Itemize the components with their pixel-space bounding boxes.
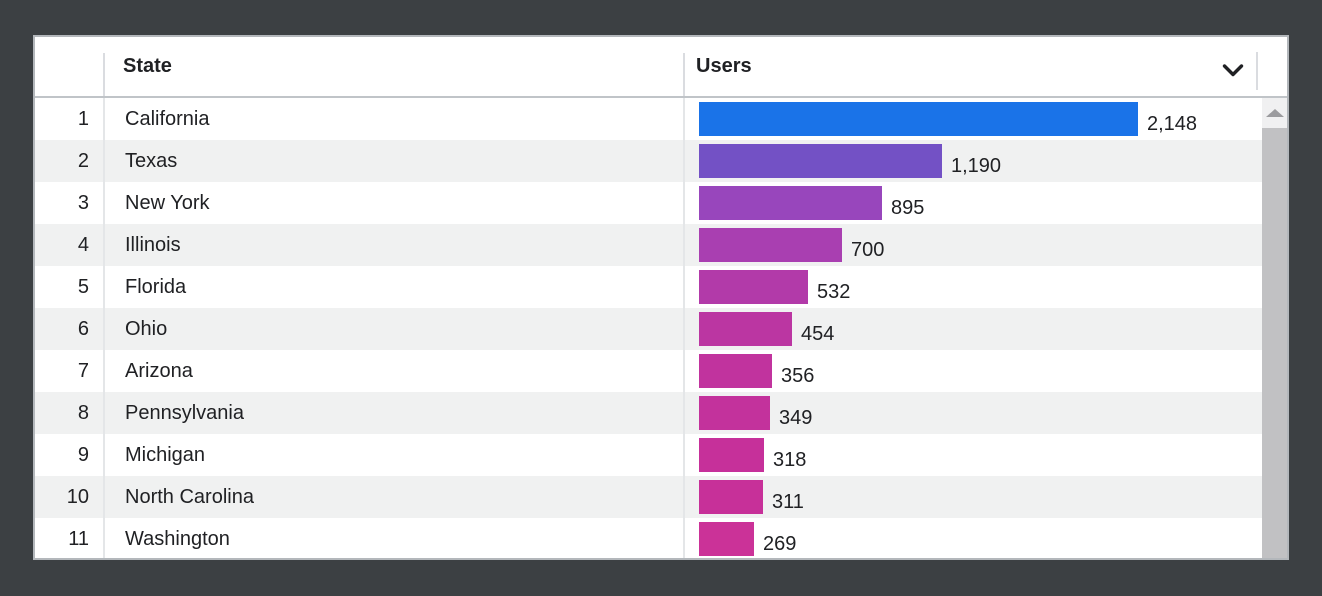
row-rank: 2 xyxy=(77,149,89,172)
row-state: North Carolina xyxy=(103,476,683,518)
table-row: 4 Illinois 700 xyxy=(35,224,1287,266)
header-divider xyxy=(103,53,105,96)
users-value: 349 xyxy=(779,407,813,429)
row-state: Pennsylvania xyxy=(103,392,683,434)
row-users: 1,190 xyxy=(683,140,1287,182)
users-bar xyxy=(699,438,764,472)
scroll-up-button[interactable] xyxy=(1262,98,1287,128)
users-value: 318 xyxy=(773,449,807,471)
table-row: 7 Arizona 356 xyxy=(35,350,1287,392)
row-rank: 5 xyxy=(77,275,89,298)
bar-wrap: 269 xyxy=(699,522,796,556)
users-value: 454 xyxy=(801,323,835,345)
header-divider xyxy=(1256,52,1258,90)
bar-wrap: 1,190 xyxy=(699,144,1001,178)
row-state: California xyxy=(103,98,683,140)
users-bar xyxy=(699,396,770,430)
bar-wrap: 700 xyxy=(699,228,884,262)
row-rank: 4 xyxy=(77,233,89,256)
row-state: Michigan xyxy=(103,434,683,476)
row-state: Ohio xyxy=(103,308,683,350)
users-bar xyxy=(699,270,808,304)
users-value: 895 xyxy=(891,197,925,219)
row-state: New York xyxy=(103,182,683,224)
bar-wrap: 311 xyxy=(699,480,804,514)
row-rank: 7 xyxy=(77,359,89,382)
table-row: 8 Pennsylvania 349 xyxy=(35,392,1287,434)
row-state: Arizona xyxy=(103,350,683,392)
users-bar xyxy=(699,186,882,220)
table-row: 10 North Carolina 311 xyxy=(35,476,1287,518)
table-row: 9 Michigan 318 xyxy=(35,434,1287,476)
users-value: 356 xyxy=(781,365,815,387)
scrollbar-thumb[interactable] xyxy=(1262,128,1287,558)
state-column-header: State xyxy=(123,55,172,77)
bar-wrap: 895 xyxy=(699,186,924,220)
bar-wrap: 2,148 xyxy=(699,102,1197,136)
row-state: Washington xyxy=(103,518,683,558)
table-row: 1 California 2,148 xyxy=(35,98,1287,140)
table-row: 2 Texas 1,190 xyxy=(35,140,1287,182)
row-users: 532 xyxy=(683,266,1287,308)
table-row: 5 Florida 532 xyxy=(35,266,1287,308)
users-value: 311 xyxy=(772,491,804,513)
users-bar xyxy=(699,312,792,346)
users-value: 532 xyxy=(817,281,851,303)
table-header: State Users xyxy=(35,37,1287,98)
table-body: 1 California 2,148 2 Texas 1,190 3 New Y… xyxy=(35,98,1287,558)
bar-wrap: 454 xyxy=(699,312,834,346)
row-users: 454 xyxy=(683,308,1287,350)
bar-wrap: 318 xyxy=(699,438,806,472)
table-row: 6 Ohio 454 xyxy=(35,308,1287,350)
table-row: 11 Washington 269 xyxy=(35,518,1287,558)
row-rank: 9 xyxy=(77,443,89,466)
row-state: Texas xyxy=(103,140,683,182)
row-users: 311 xyxy=(683,476,1287,518)
users-value: 2,148 xyxy=(1147,113,1198,135)
row-state: Illinois xyxy=(103,224,683,266)
row-rank: 11 xyxy=(68,527,89,550)
header-divider xyxy=(683,53,685,96)
users-bar xyxy=(699,228,842,262)
scrollbar[interactable] xyxy=(1262,98,1287,558)
row-users: 349 xyxy=(683,392,1287,434)
row-users: 356 xyxy=(683,350,1287,392)
users-value: 700 xyxy=(851,239,885,261)
bar-wrap: 532 xyxy=(699,270,850,304)
row-users: 895 xyxy=(683,182,1287,224)
users-bar xyxy=(699,522,754,556)
users-bar xyxy=(699,354,772,388)
row-rank: 6 xyxy=(77,317,89,340)
row-rank: 10 xyxy=(66,485,89,508)
row-rank: 8 xyxy=(77,401,89,424)
row-users: 269 xyxy=(683,518,1287,558)
users-value: 269 xyxy=(763,533,797,555)
users-by-state-table: State Users 1 California 2,148 2 Texas 1… xyxy=(33,35,1289,560)
row-rank: 1 xyxy=(77,107,89,130)
chevron-down-icon[interactable] xyxy=(1222,63,1244,78)
row-users: 318 xyxy=(683,434,1287,476)
users-value: 1,190 xyxy=(951,155,1002,177)
row-rank: 3 xyxy=(77,191,89,214)
row-users: 700 xyxy=(683,224,1287,266)
row-state: Florida xyxy=(103,266,683,308)
table-row: 3 New York 895 xyxy=(35,182,1287,224)
users-column-header: Users xyxy=(696,55,752,77)
bar-wrap: 349 xyxy=(699,396,812,430)
users-bar xyxy=(699,480,763,514)
bar-wrap: 356 xyxy=(699,354,814,388)
triangle-up-icon xyxy=(1265,109,1284,117)
row-users: 2,148 xyxy=(683,98,1287,140)
users-bar xyxy=(699,144,942,178)
users-bar xyxy=(699,102,1138,136)
